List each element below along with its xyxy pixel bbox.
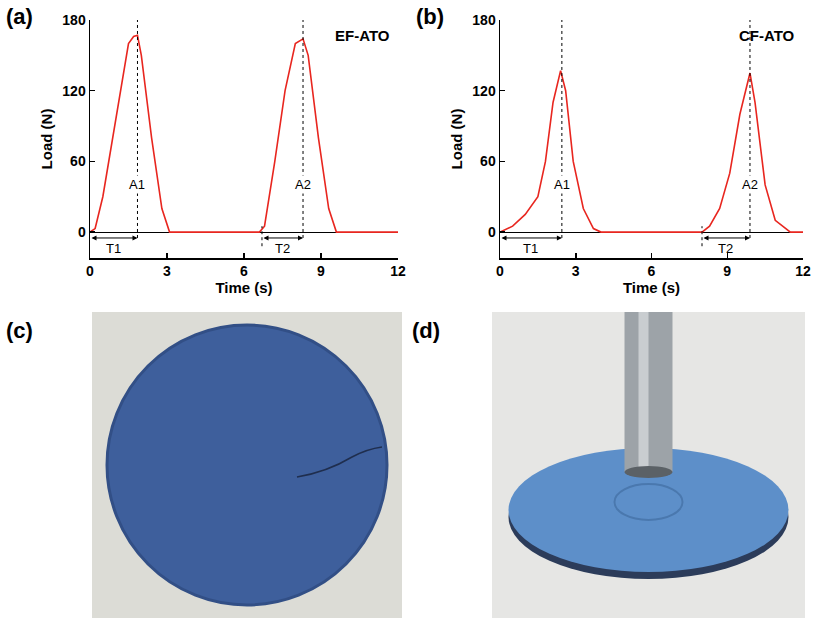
svg-text:0: 0: [488, 224, 496, 240]
svg-text:0: 0: [78, 224, 86, 240]
svg-text:9: 9: [723, 263, 731, 279]
svg-text:0: 0: [496, 263, 504, 279]
svg-text:Time (s): Time (s): [215, 279, 272, 296]
svg-text:T1: T1: [523, 241, 538, 256]
svg-text:3: 3: [572, 263, 580, 279]
svg-text:6: 6: [648, 263, 656, 279]
svg-text:3: 3: [163, 263, 171, 279]
html-text:(a): (a): [6, 4, 33, 29]
html-text:(c): (c): [6, 318, 33, 343]
html-text:(d): (d): [412, 318, 441, 343]
svg-text:Load (N): Load (N): [448, 109, 465, 170]
svg-text:9: 9: [317, 263, 325, 279]
svg-text:EF-ATO: EF-ATO: [335, 27, 390, 44]
svg-text:180: 180: [472, 12, 496, 28]
svg-text:0: 0: [86, 263, 94, 279]
svg-text:120: 120: [472, 83, 496, 99]
svg-text:T2: T2: [718, 241, 733, 256]
html-text:(b): (b): [416, 4, 445, 29]
svg-text:12: 12: [390, 263, 406, 279]
svg-text:T2: T2: [275, 241, 290, 256]
svg-text:CF-ATO: CF-ATO: [739, 27, 795, 44]
svg-text:T1: T1: [106, 241, 121, 256]
svg-text:A2: A2: [742, 177, 758, 192]
svg-text:60: 60: [480, 153, 496, 169]
svg-text:6: 6: [240, 263, 248, 279]
svg-text:A1: A1: [554, 177, 570, 192]
svg-text:Time (s): Time (s): [623, 279, 680, 296]
svg-text:A2: A2: [295, 177, 311, 192]
svg-text:60: 60: [70, 153, 86, 169]
svg-text:A1: A1: [129, 177, 145, 192]
svg-text:180: 180: [62, 12, 86, 28]
svg-text:12: 12: [795, 263, 811, 279]
svg-text:Load (N): Load (N): [38, 109, 55, 170]
svg-text:120: 120: [62, 83, 86, 99]
